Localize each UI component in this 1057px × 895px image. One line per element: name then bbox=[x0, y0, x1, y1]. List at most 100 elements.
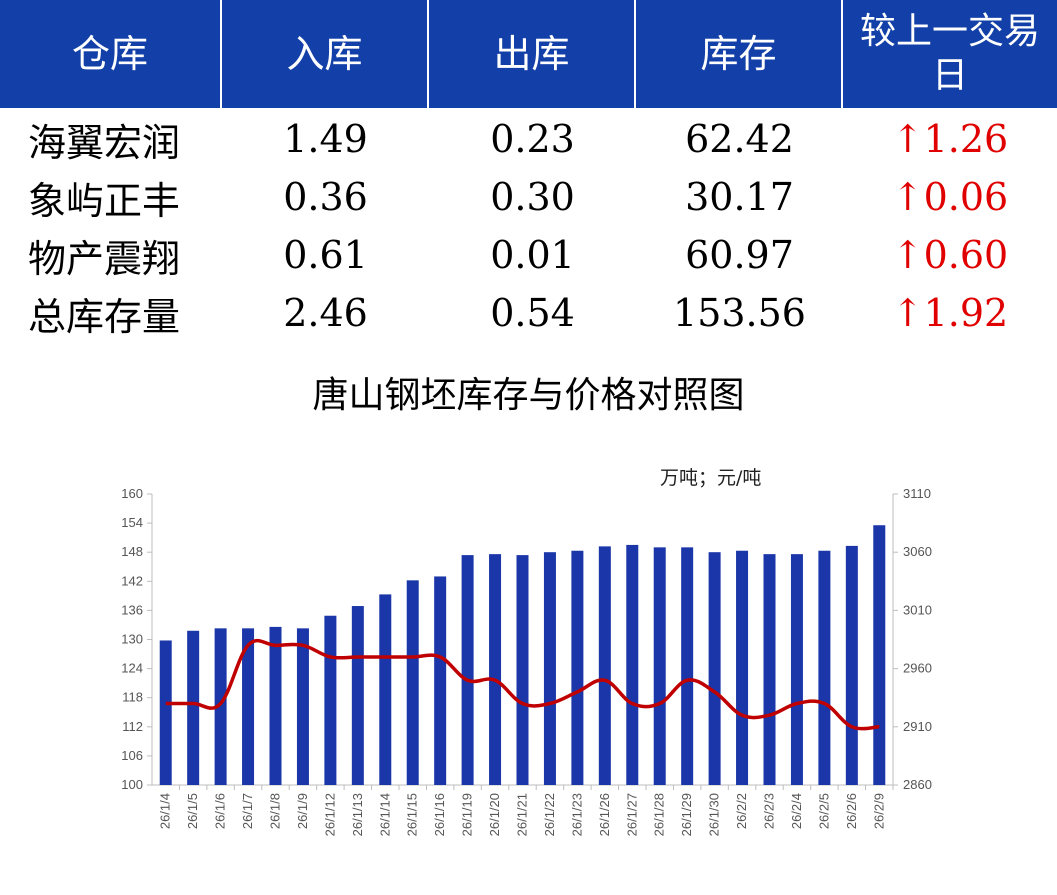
outbound-value: 0.54 bbox=[490, 291, 575, 335]
left-tick-label: 136 bbox=[121, 602, 143, 617]
left-tick-label: 154 bbox=[121, 515, 143, 530]
warehouse-name: 象屿正丰 bbox=[28, 178, 181, 223]
warehouse-name: 物产震翔 bbox=[28, 236, 181, 281]
left-tick-label: 148 bbox=[121, 544, 143, 559]
bar bbox=[269, 626, 282, 785]
bar bbox=[763, 554, 776, 785]
x-tick-label: 26/1/27 bbox=[624, 793, 639, 836]
bar bbox=[626, 544, 639, 785]
stock-value: 30.17 bbox=[685, 175, 794, 219]
header-stock: 库存 bbox=[636, 0, 841, 108]
right-tick-label: 2860 bbox=[903, 777, 932, 792]
x-tick-label: 26/1/8 bbox=[268, 793, 283, 829]
left-tick-label: 112 bbox=[122, 719, 143, 734]
x-tick-label: 26/1/5 bbox=[185, 793, 200, 829]
chart-title: 唐山钢坯库存与价格对照图 bbox=[312, 375, 745, 416]
inbound-value: 0.61 bbox=[283, 233, 368, 277]
bar bbox=[708, 552, 721, 785]
table-header: 仓库 入库 出库 库存 较上一交易日 bbox=[0, 0, 1057, 108]
bar bbox=[324, 615, 337, 785]
x-tick-label: 26/2/9 bbox=[871, 793, 886, 829]
bar bbox=[242, 628, 255, 785]
bar bbox=[214, 628, 227, 785]
x-tick-label: 26/1/12 bbox=[322, 793, 337, 836]
left-tick-label: 160 bbox=[121, 486, 143, 501]
x-tick-label: 26/1/4 bbox=[158, 793, 173, 829]
bar bbox=[790, 554, 803, 785]
outbound-value: 0.30 bbox=[490, 175, 575, 219]
x-tick-label: 26/1/29 bbox=[679, 793, 694, 836]
left-tick-label: 106 bbox=[121, 748, 143, 763]
x-tick-label: 26/2/4 bbox=[789, 793, 804, 829]
x-tick-label: 26/1/15 bbox=[405, 793, 420, 836]
right-tick-label: 3060 bbox=[903, 544, 932, 559]
right-tick-label: 3110 bbox=[903, 486, 931, 501]
table-row: 物产震翔 0.61 0.01 60.97 ↑0.60 bbox=[0, 226, 1057, 284]
change-value: ↑1.92 bbox=[891, 291, 1009, 335]
table-row: 海翼宏润 1.49 0.23 62.42 ↑1.26 bbox=[0, 110, 1057, 168]
change-value: ↑1.26 bbox=[891, 117, 1009, 161]
bar bbox=[598, 546, 611, 785]
bar bbox=[489, 554, 502, 785]
bar bbox=[516, 555, 529, 785]
x-tick-label: 26/2/5 bbox=[816, 793, 831, 829]
x-tick-label: 26/2/6 bbox=[844, 793, 859, 829]
chart-svg: 万吨；元/吨 100 106 112 118 124 130 136 142 148 154 160 2… bbox=[121, 467, 932, 836]
bar bbox=[571, 550, 584, 785]
chart: 唐山钢坯库存与价格对照图 万吨；元/吨 100 106 112 118 124 130 136… bbox=[0, 344, 1057, 895]
left-tick-label: 100 bbox=[121, 777, 143, 792]
change-value: ↑0.06 bbox=[891, 175, 1009, 219]
x-tick-label: 26/2/2 bbox=[734, 793, 749, 829]
outbound-value: 0.01 bbox=[490, 233, 575, 277]
price-line bbox=[165, 638, 880, 731]
x-tick-label: 26/1/16 bbox=[432, 793, 447, 836]
x-tick-label: 26/2/3 bbox=[762, 793, 777, 829]
inbound-value: 0.36 bbox=[283, 175, 368, 219]
bar bbox=[681, 547, 694, 785]
bar bbox=[351, 606, 364, 785]
header-warehouse: 仓库 bbox=[0, 0, 220, 108]
x-tick-label: 26/1/20 bbox=[487, 793, 502, 836]
table-row: 总库存量 2.46 0.54 153.56 ↑1.92 bbox=[0, 284, 1057, 342]
bar bbox=[379, 594, 392, 785]
right-tick-label: 2960 bbox=[903, 661, 932, 676]
left-tick-label: 130 bbox=[121, 632, 143, 647]
bar bbox=[461, 555, 474, 785]
bar bbox=[818, 550, 831, 785]
stock-value: 62.42 bbox=[685, 117, 794, 161]
inbound-value: 2.46 bbox=[283, 291, 368, 335]
bar bbox=[653, 547, 666, 785]
warehouse-name: 总库存量 bbox=[28, 294, 181, 339]
unit-label: 万吨；元/吨 bbox=[660, 467, 761, 489]
header-change: 较上一交易日 bbox=[843, 0, 1057, 108]
x-tick-label: 26/1/7 bbox=[240, 793, 255, 829]
outbound-value: 0.23 bbox=[490, 117, 575, 161]
warehouse-name: 海翼宏润 bbox=[28, 120, 181, 165]
change-value: ↑0.60 bbox=[891, 233, 1009, 277]
table-body: 海翼宏润 1.49 0.23 62.42 ↑1.26 象屿正丰 0.36 0.30 30.17 ↑… bbox=[0, 110, 1057, 342]
x-tick-label: 26/1/19 bbox=[460, 793, 475, 836]
right-tick-label: 3010 bbox=[903, 602, 932, 617]
bar bbox=[873, 525, 886, 785]
bar bbox=[543, 552, 556, 785]
left-tick-label: 124 bbox=[121, 661, 143, 676]
x-tick-label: 26/1/22 bbox=[542, 793, 557, 836]
stock-value: 60.97 bbox=[685, 233, 794, 277]
x-tick-label: 26/1/26 bbox=[597, 793, 612, 836]
bar bbox=[296, 628, 309, 785]
x-tick-label: 26/1/21 bbox=[515, 793, 530, 836]
header-outbound: 出库 bbox=[429, 0, 634, 108]
bar bbox=[187, 630, 200, 785]
x-tick-label: 26/1/13 bbox=[350, 793, 365, 836]
x-tick-label: 26/1/6 bbox=[213, 793, 228, 829]
stock-value: 153.56 bbox=[673, 291, 806, 335]
x-tick-label: 26/1/30 bbox=[707, 793, 722, 836]
inbound-value: 1.49 bbox=[283, 117, 368, 161]
right-tick-label: 2910 bbox=[903, 719, 932, 734]
bar bbox=[159, 640, 172, 785]
x-tick-label: 26/1/14 bbox=[377, 793, 392, 836]
bar bbox=[845, 545, 858, 785]
x-tick-label: 26/1/23 bbox=[569, 793, 584, 836]
header-inbound: 入库 bbox=[222, 0, 427, 108]
bar bbox=[736, 550, 749, 785]
